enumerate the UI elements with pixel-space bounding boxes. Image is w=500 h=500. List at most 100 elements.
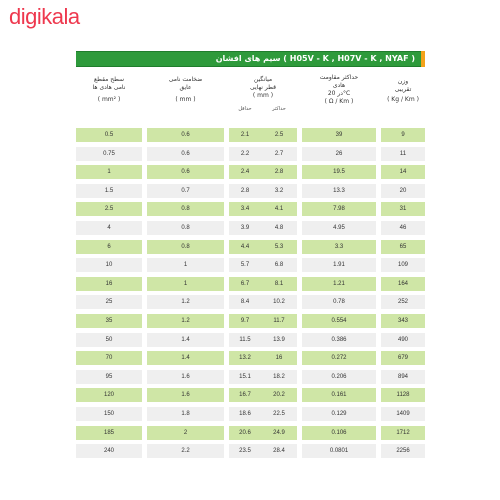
cell-max: 4.1 xyxy=(261,202,297,217)
cell-wt: 490 xyxy=(381,332,425,347)
cell-area: 150 xyxy=(76,407,142,421)
cell-ins: 0.6 xyxy=(147,165,224,180)
header-area-line2: نامی هادی ها xyxy=(92,84,126,91)
cell-min: 20.6 xyxy=(229,425,261,440)
cell-res: 0.0801 xyxy=(302,444,376,459)
cell-max: 5.3 xyxy=(261,239,297,254)
cell-ins: 1.8 xyxy=(147,407,224,421)
table-row: 0.75 0.6 2.2 2.7 26 11 xyxy=(76,146,425,161)
cell-ins: 1.4 xyxy=(147,332,224,347)
cell-ins: 2.2 xyxy=(147,444,224,459)
cell-wt: 679 xyxy=(381,351,425,366)
cell-ins: 1 xyxy=(147,276,224,291)
cell-ins: 1.2 xyxy=(147,295,224,310)
cell-res: 0.129 xyxy=(302,407,376,421)
cell-area: 1 xyxy=(76,165,142,180)
cell-max: 24.9 xyxy=(261,425,297,440)
cell-area: 6 xyxy=(76,239,142,254)
header-diameter-max: حداکثر xyxy=(272,106,286,112)
table-row: 185 2 20.6 24.9 0.106 1712 xyxy=(76,425,425,440)
cell-res: 1.21 xyxy=(302,276,376,291)
cell-wt: 65 xyxy=(381,239,425,254)
cell-res: 26 xyxy=(302,146,376,161)
header-insulation-unit: ( mm ) xyxy=(175,96,196,103)
cell-area: 4 xyxy=(76,221,142,235)
header-resistance-unit: ( Ω / Km ) xyxy=(324,98,354,105)
cell-min: 13.2 xyxy=(229,351,261,366)
cell-wt: 11 xyxy=(381,146,425,161)
table-row: 150 1.8 18.6 22.5 0.129 1409 xyxy=(76,407,425,421)
cell-area: 25 xyxy=(76,295,142,310)
cell-max: 6.8 xyxy=(261,258,297,273)
cell-max: 20.2 xyxy=(261,388,297,403)
header-resistance-line1: حداکثر مقاومت xyxy=(319,74,359,81)
cell-wt: 46 xyxy=(381,221,425,235)
header-diameter-line2: قطر نهایی xyxy=(250,84,276,91)
cell-area: 16 xyxy=(76,276,142,291)
cell-res: 0.554 xyxy=(302,314,376,328)
cell-area: 50 xyxy=(76,332,142,347)
cell-min: 9.7 xyxy=(229,314,261,328)
cell-max: 16 xyxy=(261,351,297,366)
header-insulation: ضخامت نامی عایق ( mm ) xyxy=(147,76,224,104)
cell-wt: 1128 xyxy=(381,388,425,403)
cell-wt: 343 xyxy=(381,314,425,328)
cell-min: 5.7 xyxy=(229,258,261,273)
cell-wt: 109 xyxy=(381,258,425,273)
cell-res: 13.3 xyxy=(302,183,376,198)
cell-ins: 2 xyxy=(147,425,224,440)
cell-wt: 164 xyxy=(381,276,425,291)
cell-area: 1.5 xyxy=(76,183,142,198)
cell-min: 2.1 xyxy=(229,128,261,142)
cell-ins: 1 xyxy=(147,258,224,273)
cell-min: 23.5 xyxy=(229,444,261,459)
cell-area: 35 xyxy=(76,314,142,328)
header-diameter-line1: میانگین xyxy=(253,76,273,83)
cell-max: 2.5 xyxy=(261,128,297,142)
cell-area: 10 xyxy=(76,258,142,273)
cell-res: 0.386 xyxy=(302,332,376,347)
title-accent-strip xyxy=(421,51,425,67)
table-row: 95 1.6 15.1 18.2 0.206 894 xyxy=(76,369,425,384)
table-row: 10 1 5.7 6.8 1.91 109 xyxy=(76,258,425,273)
cell-res: 0.272 xyxy=(302,351,376,366)
table-header: سطح مقطع نامی هادی ها ( mm² ) ضخامت نامی… xyxy=(76,72,425,116)
cell-min: 18.6 xyxy=(229,407,261,421)
table-row: 50 1.4 11.5 13.9 0.386 490 xyxy=(76,332,425,347)
header-area-line1: سطح مقطع xyxy=(93,76,125,83)
cell-max: 10.2 xyxy=(261,295,297,310)
cell-ins: 0.7 xyxy=(147,183,224,198)
header-insulation-line1: ضخامت نامی xyxy=(168,76,203,83)
cell-min: 2.8 xyxy=(229,183,261,198)
cell-max: 11.7 xyxy=(261,314,297,328)
header-area-unit: ( mm² ) xyxy=(97,96,121,103)
cell-area: 185 xyxy=(76,425,142,440)
header-weight-line1: وزن xyxy=(397,78,409,85)
table-title: سیم های افشان ( H05V - K , H07V - K , NY… xyxy=(215,54,415,63)
table-row: 1 0.6 2.4 2.8 19.5 14 xyxy=(76,165,425,180)
cell-res: 1.91 xyxy=(302,258,376,273)
cell-min: 16.7 xyxy=(229,388,261,403)
cell-max: 22.5 xyxy=(261,407,297,421)
cell-wt: 20 xyxy=(381,183,425,198)
cell-res: 3.3 xyxy=(302,239,376,254)
digikala-logo[interactable]: digikala xyxy=(9,4,80,29)
cell-max: 18.2 xyxy=(261,369,297,384)
cell-wt: 894 xyxy=(381,369,425,384)
cell-max: 4.8 xyxy=(261,221,297,235)
cell-min: 11.5 xyxy=(229,332,261,347)
cell-max: 8.1 xyxy=(261,276,297,291)
cell-max: 3.2 xyxy=(261,183,297,198)
table-row: 240 2.2 23.5 28.4 0.0801 2256 xyxy=(76,444,425,459)
cell-res: 39 xyxy=(302,128,376,142)
cell-area: 0.5 xyxy=(76,128,142,142)
cell-ins: 0.8 xyxy=(147,202,224,217)
cell-wt: 1409 xyxy=(381,407,425,421)
table-row: 2.5 0.8 3.4 4.1 7.98 31 xyxy=(76,202,425,217)
table-row: 6 0.8 4.4 5.3 3.3 65 xyxy=(76,239,425,254)
cell-min: 6.7 xyxy=(229,276,261,291)
cell-res: 0.206 xyxy=(302,369,376,384)
header-resistance-line2: هادی xyxy=(332,82,346,89)
cell-ins: 0.6 xyxy=(147,146,224,161)
table-row: 16 1 6.7 8.1 1.21 164 xyxy=(76,276,425,291)
